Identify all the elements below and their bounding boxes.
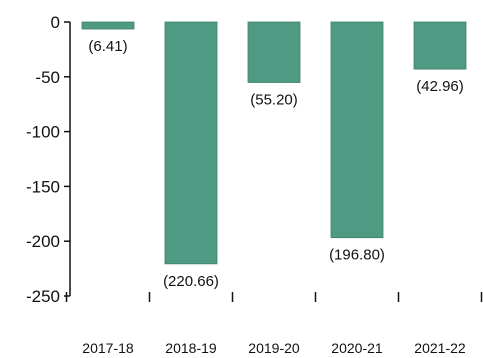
bar-2017-18 <box>81 21 135 30</box>
x-tick-label: 2017-18 <box>82 340 134 356</box>
x-axis: 2017-18 2018-19 2019-20 2020-21 2021-22 <box>65 292 483 356</box>
x-tick-label: 2020-21 <box>331 340 383 356</box>
y-tick-label: -50 <box>35 68 60 87</box>
y-tick-label: -250 <box>26 287 60 306</box>
bar-2021-22 <box>413 21 467 70</box>
bar-2020-21 <box>330 21 384 239</box>
data-label-2017-18: (6.41) <box>88 38 127 55</box>
data-label-2021-22: (42.96) <box>416 78 464 95</box>
data-label-2020-21: (196.80) <box>329 247 385 264</box>
y-tick-label: -150 <box>26 177 60 196</box>
bar-2019-20 <box>247 21 301 83</box>
data-label-2018-19: (220.66) <box>163 273 219 290</box>
y-axis: 0 -50 -100 -150 -200 -250 <box>26 13 71 306</box>
x-tick-label: 2018-19 <box>165 340 217 356</box>
y-tick-label: -200 <box>26 232 60 251</box>
bars <box>81 21 467 265</box>
x-tick-label: 2019-20 <box>248 340 300 356</box>
data-label-2019-20: (55.20) <box>250 91 298 108</box>
bar-2018-19 <box>164 21 218 265</box>
y-tick-label: -100 <box>26 123 60 142</box>
data-labels: (6.41) (220.66) (55.20) (196.80) (42.96) <box>88 38 463 290</box>
x-tick-label: 2021-22 <box>414 340 466 356</box>
y-tick-label: 0 <box>51 13 60 32</box>
